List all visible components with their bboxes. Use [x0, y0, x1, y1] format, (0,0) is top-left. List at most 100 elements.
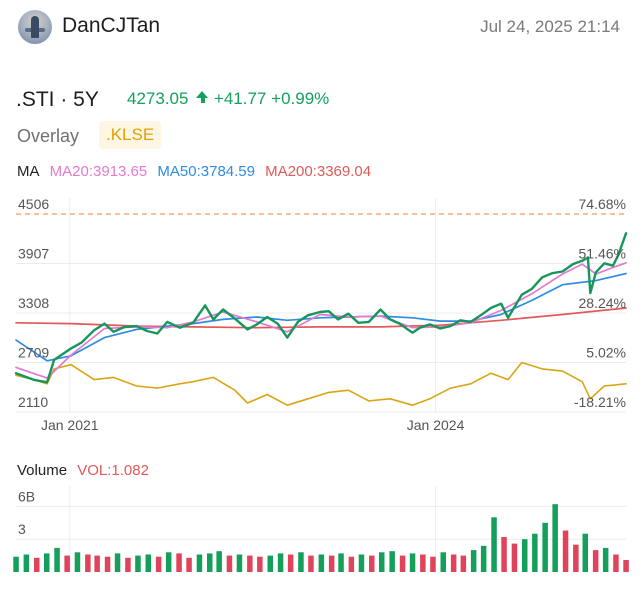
volume-bar	[318, 554, 325, 572]
volume-bar	[430, 556, 436, 572]
volume-label: Volume	[17, 462, 68, 479]
price-summary: 4273.05 +41.77 +0.99%	[127, 89, 329, 109]
volume-bar	[125, 557, 131, 572]
y-tick-label: 2110	[18, 394, 48, 410]
volume-bar	[104, 556, 111, 572]
y-right-tick-label: 74.68%	[579, 196, 626, 212]
volume-bar	[348, 556, 355, 572]
ma-legend: MA MA20:3913.65 MA50:3784.59 MA200:3369.…	[17, 163, 377, 180]
volume-bar	[511, 543, 518, 572]
volume-bar	[440, 552, 446, 572]
volume-bar	[23, 554, 30, 572]
arrow-up-stem	[201, 96, 206, 103]
volume-bar	[186, 557, 192, 572]
ma20-value: MA20:3913.65	[49, 163, 148, 180]
volume-bar	[247, 555, 253, 572]
volume-y-tick-label: 3	[18, 521, 26, 537]
volume-bar	[165, 552, 172, 572]
x-tick-label: Jan 2024	[407, 417, 465, 433]
arrow-up-icon	[196, 91, 209, 98]
volume-bar	[602, 547, 609, 572]
series-line-ma50	[15, 272, 627, 362]
last-price: 4273.05	[127, 89, 189, 108]
ma50-value: MA50:3784.59	[157, 163, 255, 180]
ma-label: MA	[17, 163, 40, 180]
y-right-tick-label: 5.02%	[586, 344, 626, 360]
volume-bar	[592, 550, 599, 572]
volume-bar	[532, 533, 538, 572]
volume-bar	[85, 554, 91, 572]
price-change-pct: +0.99%	[271, 89, 330, 108]
volume-bar	[226, 555, 233, 572]
volume-bar	[460, 555, 467, 572]
overlay-symbol-chip[interactable]: .KLSE	[99, 121, 162, 149]
volume-bar	[277, 553, 284, 572]
volume-bar	[74, 552, 81, 572]
volume-bar	[44, 553, 50, 572]
volume-bar	[328, 555, 335, 572]
volume-bar	[522, 539, 528, 572]
volume-bar	[298, 552, 304, 572]
volume-bar	[399, 555, 406, 572]
y-right-tick-label: 51.46%	[579, 245, 626, 261]
volume-bar	[114, 553, 121, 572]
volume-bar	[389, 551, 395, 572]
volume-value: VOL:1.082	[77, 462, 149, 479]
y-right-tick-label: 28.24%	[579, 295, 626, 311]
volume-bar	[470, 550, 477, 572]
series-line-klse	[15, 361, 627, 406]
y-right-tick-label: -18.21%	[574, 394, 626, 410]
avatar-person	[31, 16, 39, 38]
volume-bar	[501, 537, 507, 572]
symbol-period[interactable]: .STI · 5Y	[16, 88, 99, 111]
volume-bar	[379, 552, 385, 572]
volume-bar	[562, 530, 569, 572]
volume-bar	[542, 522, 548, 572]
volume-bar	[145, 554, 151, 572]
volume-bar	[207, 553, 213, 572]
volume-bar	[358, 554, 365, 572]
volume-bar	[94, 555, 100, 572]
volume-legend: Volume VOL:1.082	[17, 462, 149, 479]
volume-bar	[257, 556, 263, 572]
volume-bar	[13, 556, 19, 572]
username[interactable]: DanCJTan	[62, 14, 161, 37]
volume-bar	[216, 551, 222, 572]
x-tick-label: Jan 2021	[41, 417, 99, 433]
ma200-value: MA200:3369.04	[265, 163, 372, 180]
volume-bar	[420, 554, 426, 572]
series-line-sti	[14, 232, 628, 384]
volume-y-tick-label: 6B	[18, 488, 35, 504]
timestamp: Jul 24, 2025 21:14	[480, 17, 620, 36]
volume-bar	[176, 553, 182, 572]
volume-bar	[369, 555, 375, 572]
volume-bar	[491, 517, 497, 572]
volume-bar	[34, 557, 40, 572]
avatar[interactable]	[18, 10, 52, 44]
series-line-ma20	[15, 262, 627, 379]
y-tick-label: 4506	[18, 196, 49, 212]
volume-bar	[196, 554, 203, 572]
volume-bar	[287, 554, 294, 572]
volume-bar	[409, 553, 416, 572]
volume-bar	[267, 555, 273, 572]
volume-bar	[308, 555, 314, 572]
volume-bar	[135, 555, 141, 572]
y-tick-label: 3308	[18, 295, 49, 311]
volume-bar	[573, 544, 579, 572]
volume-bar	[613, 554, 619, 572]
series-line-ma200	[15, 307, 627, 329]
price-change: +41.77	[213, 89, 267, 108]
overlay-label: Overlay	[17, 126, 80, 146]
volume-bar	[54, 547, 60, 572]
y-tick-label: 3907	[18, 246, 49, 262]
volume-bar	[64, 555, 70, 572]
volume-bar	[582, 533, 588, 572]
volume-bar	[623, 560, 629, 572]
volume-bar	[155, 556, 162, 572]
volume-bar	[450, 554, 457, 572]
volume-bar	[338, 553, 344, 572]
y-tick-label: 2709	[18, 345, 49, 361]
volume-bar	[552, 504, 558, 572]
